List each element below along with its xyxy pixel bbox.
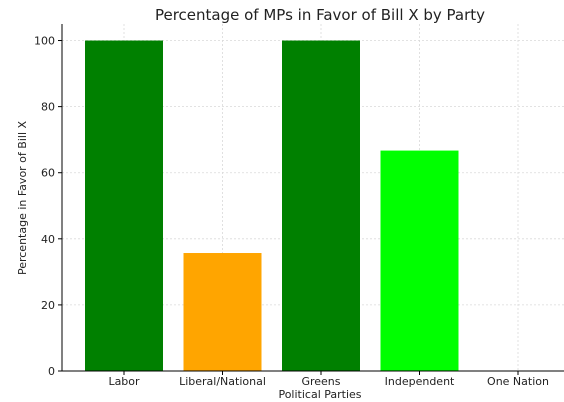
x-axis-label: Political Parties <box>278 388 361 401</box>
y-tick-label-0: 0 <box>48 365 55 378</box>
bar-liberal-national <box>183 253 262 371</box>
y-axis-label: Percentage in Favor of Bill X <box>16 121 29 276</box>
bar-greens <box>282 40 360 372</box>
y-ticks: 0 20 40 60 80 100 <box>34 35 62 378</box>
x-tick-label-independent: Independent <box>385 375 455 388</box>
x-tick-label-labor: Labor <box>108 375 140 388</box>
y-tick-label-40: 40 <box>41 233 55 246</box>
x-tick-label-greens: Greens <box>301 375 340 388</box>
y-tick-label-80: 80 <box>41 101 55 114</box>
bar-independent <box>380 150 459 371</box>
y-tick-label-100: 100 <box>34 35 55 48</box>
x-tick-label-liberal-national: Liberal/National <box>179 375 266 388</box>
x-tick-label-one-nation: One Nation <box>487 375 549 388</box>
x-ticks: Labor Liberal/National Greens Independent On… <box>108 371 549 388</box>
axes <box>61 24 564 372</box>
chart-title: Percentage of MPs in Favor of Bill X by … <box>155 6 485 24</box>
bars <box>85 40 459 372</box>
y-tick-label-20: 20 <box>41 299 55 312</box>
y-tick-label-60: 60 <box>41 167 55 180</box>
bar-labor <box>85 40 163 372</box>
